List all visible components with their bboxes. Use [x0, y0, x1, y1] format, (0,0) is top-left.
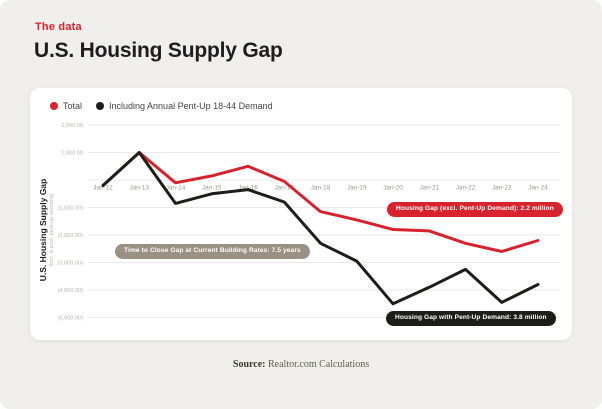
legend-label-pentup: Including Annual Pent-Up 18-44 Demand [109, 101, 273, 111]
y-axis-subtitle-text: (incl. & excl. pent-up demand) [48, 193, 55, 267]
legend-item-pentup: Including Annual Pent-Up 18-44 Demand [96, 101, 273, 111]
annotation-housing-gap-total: Housing Gap (excl. Pent-Up Demand): 2.2 … [387, 202, 563, 217]
y-axis-title: U.S. Housing Supply Gap (incl. & excl. p… [38, 145, 64, 315]
legend-dot-pentup-icon [96, 102, 105, 110]
y-tick-label: 2,000.00 [61, 123, 83, 129]
source-text: Realtor.com Calculations [265, 359, 370, 370]
section-kicker: The data [35, 21, 82, 33]
annotation-time-to-close: Time to Close Gap at Current Building Ra… [115, 244, 310, 259]
y-tick-label: (4,000.00) [58, 288, 84, 294]
y-tick-label: (2,000.00) [58, 233, 84, 239]
x-tick-label: Jan-20 [383, 185, 403, 192]
legend-label-total: Total [63, 101, 83, 111]
y-tick-label: (3,000.00) [58, 261, 84, 267]
y-tick-label: 1,000.00 [61, 151, 83, 157]
x-tick-label: Jan-14 [166, 185, 186, 192]
y-tick-label: (5,000.00) [58, 316, 84, 322]
chart-legend: Total Including Annual Pent-Up 18-44 Dem… [50, 101, 273, 111]
x-tick-label: Jan-16 [238, 185, 258, 192]
x-tick-label: Jan-24 [528, 185, 548, 192]
source-line: Source: Realtor.com Calculations [0, 359, 602, 370]
x-tick-label: Jan-13 [129, 185, 149, 192]
chart-card: Total Including Annual Pent-Up 18-44 Dem… [30, 88, 572, 340]
x-tick-label: Jan-22 [456, 185, 476, 192]
y-tick-label: (1,000.00) [58, 206, 84, 212]
chart-svg: 2,000.00 1,000.00 (1,000.00) (2,000.00) (3,0… [58, 123, 560, 322]
legend-dot-total-icon [50, 102, 58, 110]
legend-item-total: Total [50, 101, 82, 111]
page-title: U.S. Housing Supply Gap [34, 39, 283, 62]
x-tick-label: Jan-15 [202, 185, 222, 192]
x-tick-label: Jan-19 [347, 185, 367, 192]
y-axis-title-text: U.S. Housing Supply Gap [38, 178, 48, 282]
x-tick-label: Jan-18 [311, 185, 331, 192]
source-label: Source: [232, 359, 266, 370]
x-tick-label: Jan-17 [274, 185, 294, 192]
series-line-total [101, 151, 540, 253]
series-line-pentup [101, 151, 540, 306]
x-tick-label: Jan-23 [492, 185, 512, 192]
annotation-housing-gap-pentup: Housing Gap with Pent-Up Demand: 3.8 mil… [386, 311, 556, 326]
x-tick-label: Jan-21 [419, 185, 439, 192]
x-tick-label: Jan-12 [93, 185, 113, 192]
